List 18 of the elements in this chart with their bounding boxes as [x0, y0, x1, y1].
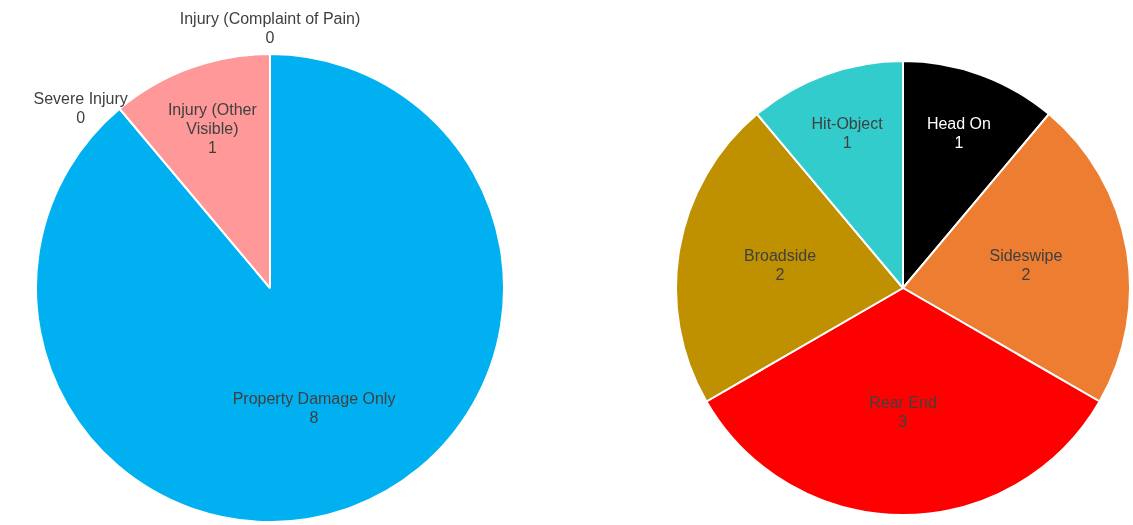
- data-label: 3: [898, 412, 908, 430]
- data-label: 2: [775, 266, 785, 284]
- slice-label: Property Damage Only: [232, 389, 396, 407]
- slice-label: Sideswipe: [989, 247, 1063, 265]
- data-label: 1: [954, 134, 964, 152]
- text: 0: [265, 28, 275, 46]
- slice-label: Broadside: [744, 247, 817, 265]
- text: 0: [76, 108, 86, 126]
- data-label: 2: [1021, 266, 1031, 284]
- category-label: Injury (Complaint of Pain): [179, 9, 361, 27]
- slice-label: Injury (Other Visible): [167, 101, 258, 138]
- data-label: 1: [842, 134, 852, 152]
- slice-label: Hit-Object: [811, 115, 884, 133]
- slice-label: Rear End: [869, 393, 937, 411]
- slice-label: Head On: [926, 115, 991, 133]
- category-label: Severe Injury: [33, 89, 128, 107]
- data-label: 1: [207, 139, 217, 157]
- data-label: 8: [309, 408, 319, 426]
